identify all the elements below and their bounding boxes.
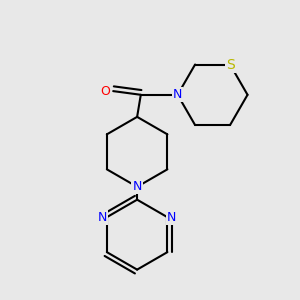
Text: N: N: [173, 88, 182, 101]
Text: N: N: [167, 211, 176, 224]
Text: O: O: [100, 85, 110, 98]
Text: N: N: [98, 211, 107, 224]
Text: S: S: [226, 58, 234, 71]
Text: N: N: [132, 180, 142, 193]
